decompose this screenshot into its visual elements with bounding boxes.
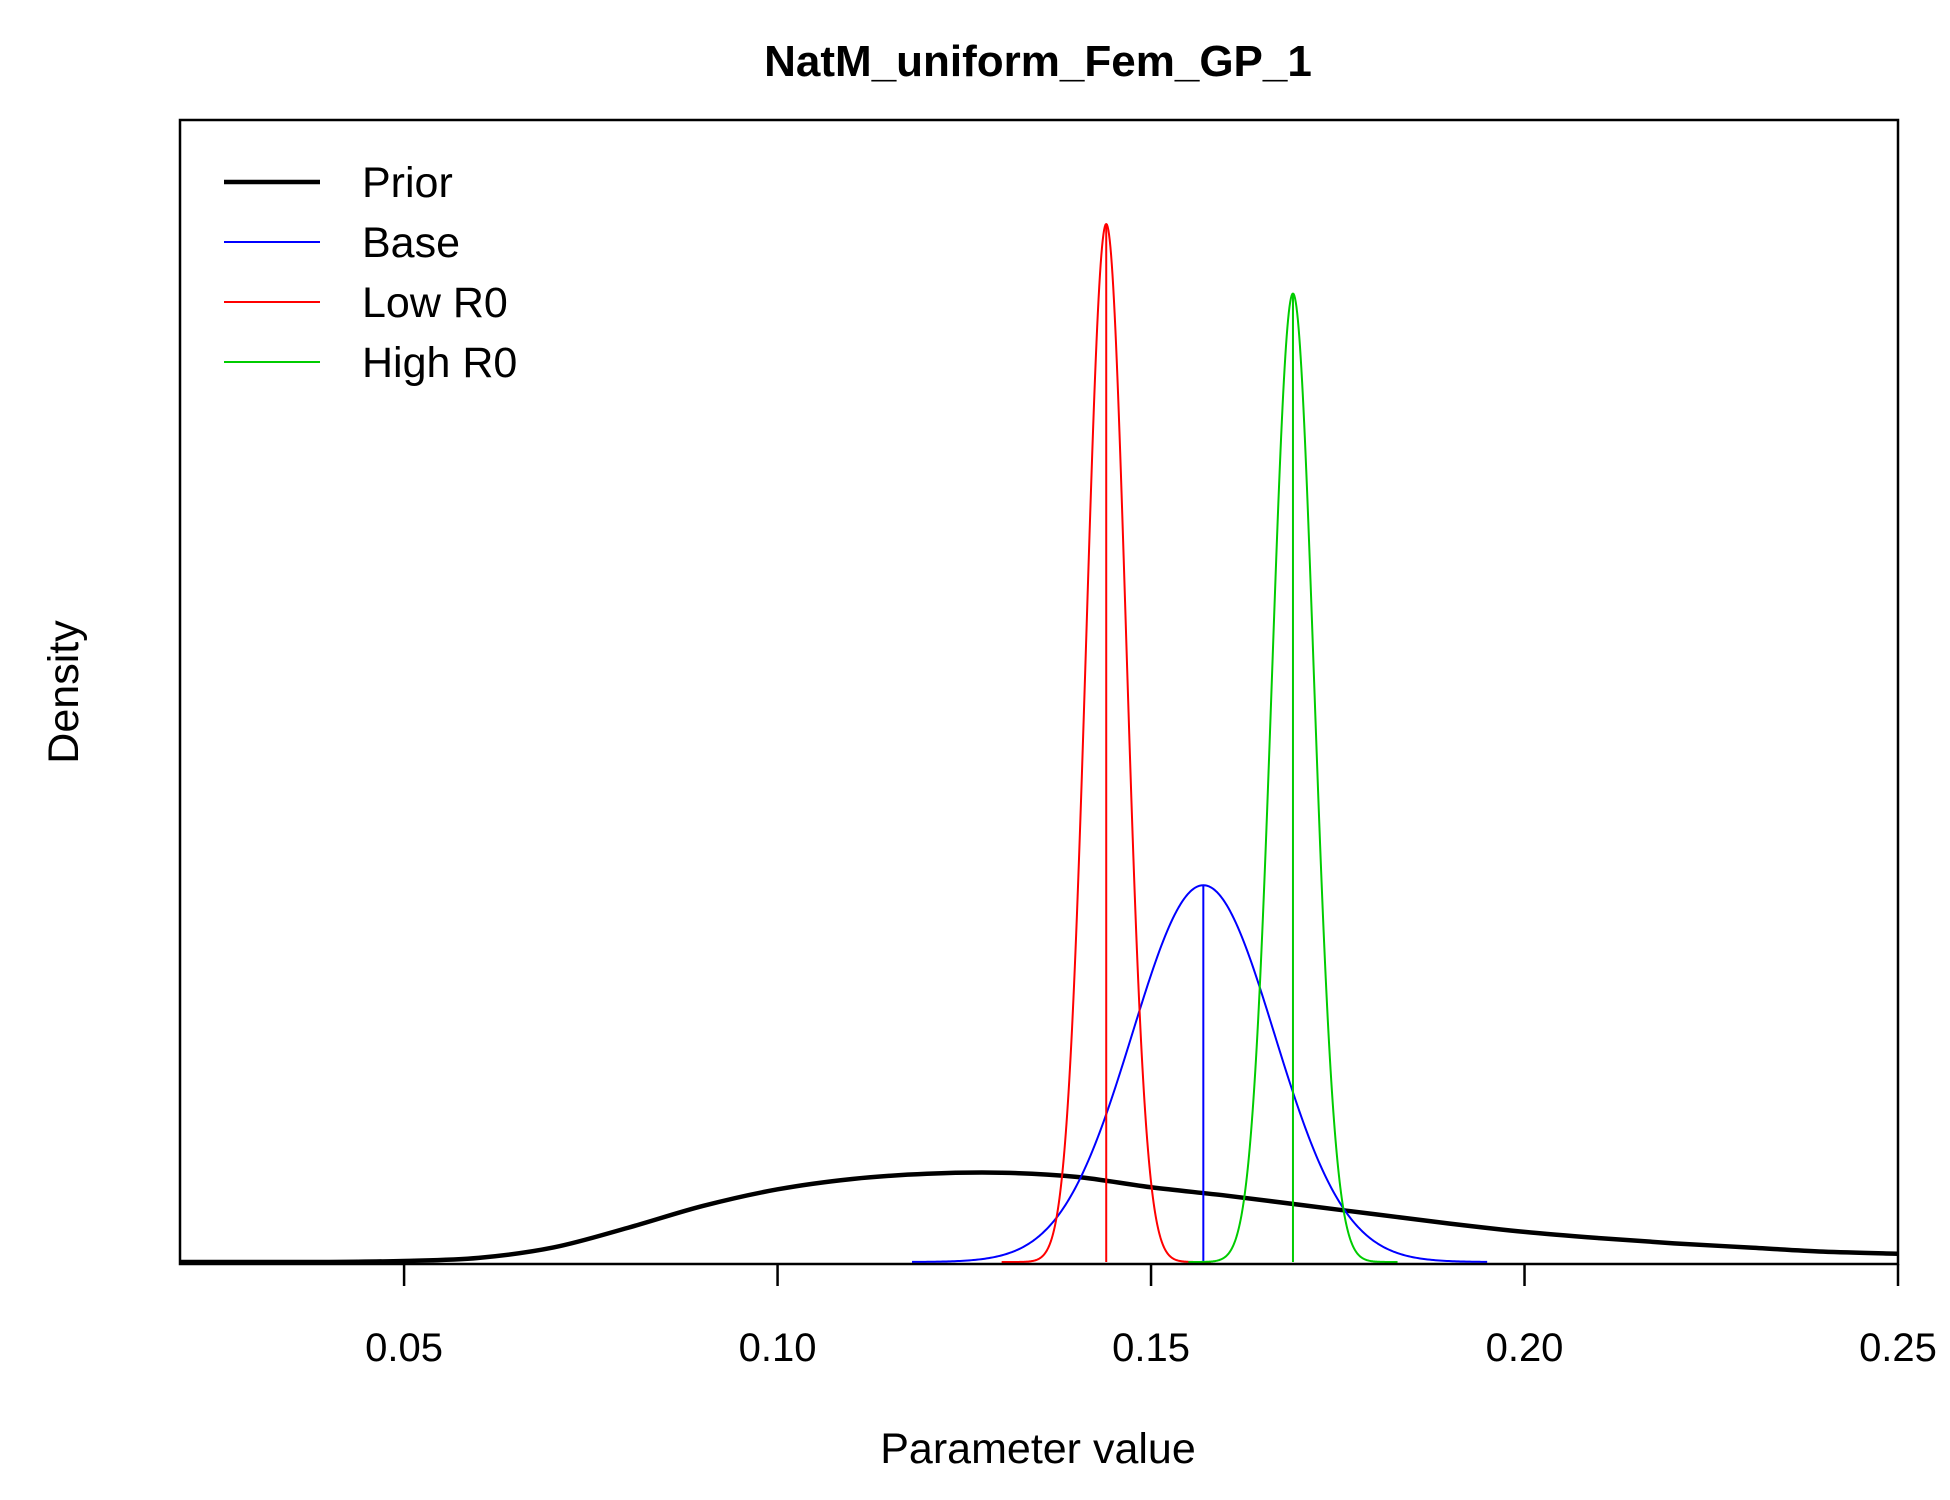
x-tick-label: 0.25 <box>1859 1326 1937 1370</box>
series-high-r0 <box>1188 292 1398 1263</box>
series-prior <box>179 1170 1899 1265</box>
legend-label-low-r0: Low R0 <box>362 279 508 327</box>
x-tick-label: 0.20 <box>1486 1326 1564 1370</box>
x-tick-label: 0.15 <box>1112 1326 1190 1370</box>
x-tick-label: 0.05 <box>365 1326 443 1370</box>
series-line-prior <box>179 1170 1899 1265</box>
legend-label-high-r0: High R0 <box>362 339 517 387</box>
series-line-base <box>912 884 1488 1263</box>
legend: Prior Base Low R0 High R0 <box>224 159 517 387</box>
legend-label-base: Base <box>362 219 460 267</box>
series-layer <box>179 223 1899 1265</box>
y-axis-label: Density <box>40 620 88 764</box>
chart-title: NatM_uniform_Fem_GP_1 <box>764 37 1312 86</box>
series-low-r0 <box>1001 223 1212 1263</box>
series-base <box>912 884 1488 1263</box>
x-axis-label: Parameter value <box>880 1425 1196 1473</box>
plot-frame <box>178 118 1900 1266</box>
x-tick-label: 0.10 <box>739 1326 817 1370</box>
x-axis: 0.05 0.10 0.15 0.20 0.25 <box>365 1264 1937 1370</box>
legend-label-prior: Prior <box>362 159 453 207</box>
